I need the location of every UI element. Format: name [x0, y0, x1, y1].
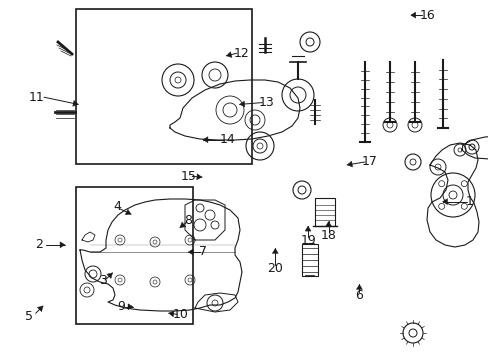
Polygon shape — [410, 12, 415, 18]
Text: 17: 17 — [361, 155, 376, 168]
Polygon shape — [305, 226, 310, 231]
Text: 4: 4 — [113, 201, 121, 213]
Polygon shape — [37, 306, 43, 312]
Text: 15: 15 — [180, 170, 196, 183]
Polygon shape — [226, 52, 231, 58]
Polygon shape — [239, 101, 244, 107]
Polygon shape — [196, 174, 202, 180]
Polygon shape — [442, 199, 447, 204]
Text: 9: 9 — [117, 300, 125, 313]
Bar — [314, 198, 334, 226]
Polygon shape — [272, 248, 278, 253]
Text: 3: 3 — [99, 274, 106, 287]
Polygon shape — [356, 284, 362, 289]
Polygon shape — [125, 209, 131, 215]
Text: 1: 1 — [465, 195, 472, 208]
Text: 12: 12 — [233, 47, 248, 60]
Polygon shape — [180, 222, 185, 228]
Polygon shape — [128, 304, 133, 310]
Text: 10: 10 — [173, 308, 188, 321]
Polygon shape — [188, 249, 193, 255]
Polygon shape — [60, 242, 65, 248]
Polygon shape — [346, 161, 352, 167]
Text: 20: 20 — [267, 262, 283, 275]
Polygon shape — [106, 273, 112, 279]
Text: 5: 5 — [25, 310, 33, 323]
Polygon shape — [73, 100, 78, 106]
Text: 16: 16 — [419, 9, 435, 22]
Bar — [76, 187, 193, 324]
Text: 13: 13 — [258, 96, 274, 109]
Polygon shape — [203, 137, 207, 143]
Text: 18: 18 — [320, 229, 336, 242]
Text: 11: 11 — [29, 91, 44, 104]
Polygon shape — [168, 311, 174, 317]
Bar — [302, 244, 317, 276]
Text: 19: 19 — [300, 234, 315, 247]
Polygon shape — [325, 221, 331, 226]
Text: 7: 7 — [199, 246, 206, 258]
Text: 6: 6 — [355, 289, 363, 302]
Bar — [76, 9, 251, 164]
Text: 2: 2 — [35, 238, 43, 251]
Text: 14: 14 — [219, 133, 235, 146]
Text: 8: 8 — [184, 214, 192, 227]
